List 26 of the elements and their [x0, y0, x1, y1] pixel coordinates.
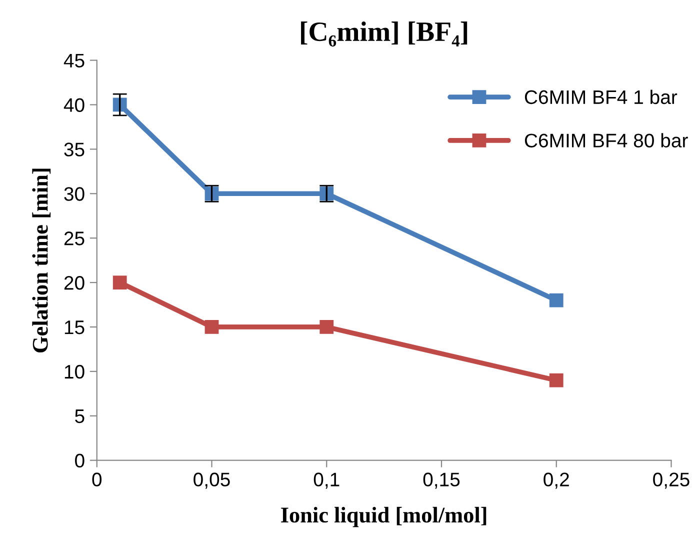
y-tick-label: 20: [64, 276, 84, 290]
y-tick-label: 35: [64, 142, 84, 156]
point: [112, 276, 127, 290]
legend-label: C6MIM BF4 1 bar: [524, 90, 678, 104]
y-tick-label: 10: [64, 364, 84, 379]
y-tick-label: 5: [75, 410, 84, 424]
chart-title: [C₆mim] [BF₄]: [301, 22, 468, 47]
point: [204, 320, 219, 334]
y-tick-label: 40: [64, 98, 84, 112]
point: [549, 373, 564, 388]
point: [549, 293, 564, 308]
y-tick-label: 25: [64, 232, 84, 246]
y-tick-label: 30: [64, 187, 84, 201]
y-tick-label: 45: [64, 54, 84, 68]
x-tick-label: 0,15: [423, 472, 460, 489]
x-tick-label: 0,25: [653, 472, 690, 489]
x-tick-label: 0,2: [544, 472, 569, 489]
legend-label: C6MIM BF4 80 bar: [524, 133, 688, 148]
x-tick-label: 0: [92, 472, 102, 486]
x-axis-title: Ionic liquid [mol/mol]: [281, 506, 486, 528]
y-tick-label: 0: [75, 454, 84, 468]
point: [320, 320, 334, 334]
x-tick-label: 0,1: [314, 472, 340, 489]
y-axis-title: Gelation time [min]: [32, 168, 51, 352]
x-tick-label: 0,05: [194, 472, 230, 489]
y-tick-label: 15: [64, 320, 84, 334]
